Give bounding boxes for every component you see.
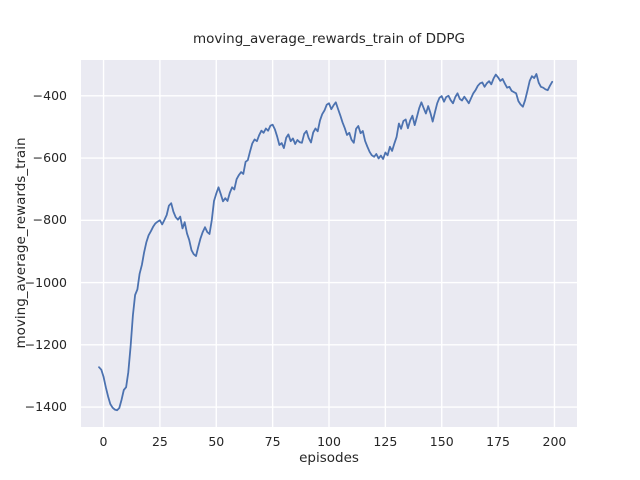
y-tick-label: −1200 <box>24 336 67 352</box>
y-tick-label: −400 <box>32 87 67 103</box>
x-tick-label: 125 <box>373 434 398 449</box>
x-axis-label: episodes <box>299 450 359 466</box>
x-tick-label: 50 <box>208 434 225 449</box>
x-tick-label: 75 <box>264 434 281 449</box>
x-tick-label: 0 <box>99 434 108 449</box>
y-tick-label: −600 <box>32 150 67 166</box>
x-tick-label: 200 <box>542 434 567 449</box>
y-tick-label: −800 <box>32 212 67 228</box>
y-tick-label: −1000 <box>24 274 67 290</box>
series-line <box>98 73 554 412</box>
x-tick-label: 150 <box>429 434 454 449</box>
y-tick-label: −1400 <box>24 399 67 415</box>
x-tick-label: 175 <box>486 434 511 449</box>
x-tick-label: 25 <box>151 434 168 449</box>
x-tick-label: 100 <box>317 434 341 449</box>
chart-title: moving_average_rewards_train of DDPG <box>193 31 465 47</box>
